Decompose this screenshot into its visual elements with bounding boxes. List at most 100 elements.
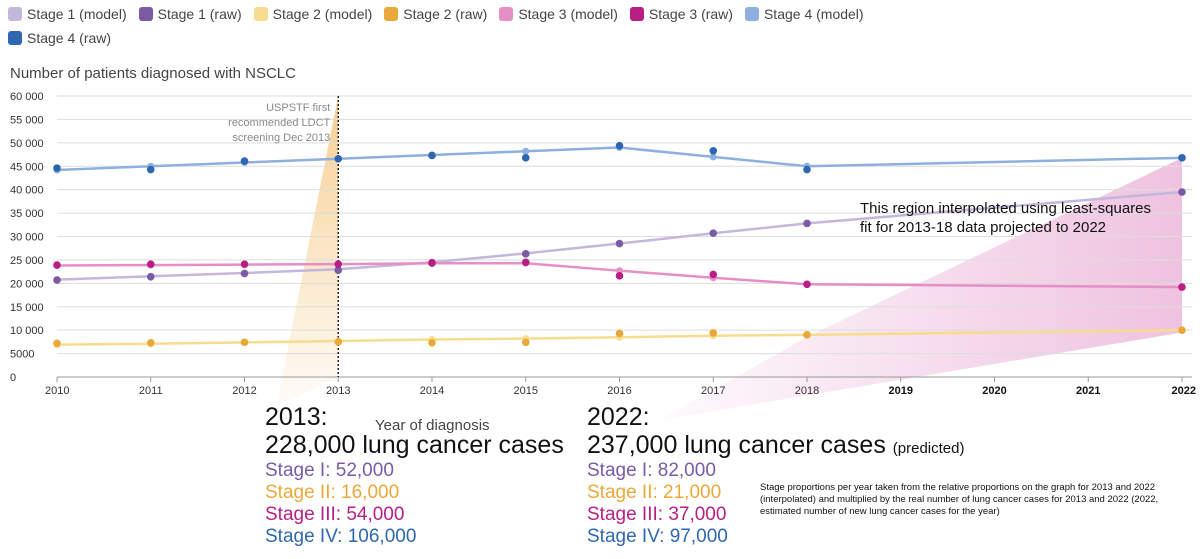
series-line <box>56 190 1183 281</box>
y-tick-label: 30 000 <box>10 232 44 244</box>
data-point[interactable] <box>428 339 436 347</box>
summary-2013-stages: Stage I: 52,000 Stage II: 16,000 Stage III… <box>265 461 564 546</box>
orange-wedge <box>276 96 339 407</box>
data-point[interactable] <box>615 329 624 338</box>
data-point[interactable] <box>709 270 718 279</box>
legend-swatch <box>384 7 399 21</box>
legend-item-6[interactable]: Stage 3 (raw) <box>629 4 733 24</box>
legend-label: Stage 2 (raw) <box>403 6 488 22</box>
y-tick-label: 10 000 <box>10 325 44 337</box>
x-tick-label: 2014 <box>420 385 444 397</box>
pink-wedge <box>660 157 1182 420</box>
summary-2013: 2013: 228,000 lung cancer cases Stage I:… <box>265 403 564 547</box>
region-note-line-1: This region interpolated using least-squ… <box>860 200 1151 217</box>
data-point[interactable] <box>803 219 811 228</box>
data-point[interactable] <box>1178 326 1186 334</box>
data-point[interactable] <box>334 338 343 346</box>
x-tick-label: 2012 <box>232 385 256 397</box>
data-point[interactable] <box>240 269 249 278</box>
legend-item-5[interactable]: Stage 3 (model) <box>499 4 618 24</box>
axes: 0 5000 10 000 15 000 20 000 25 000 30 000 35 00… <box>10 91 1196 397</box>
summary-2022-stages: Stage I: 82,000 Stage II: 21,000 Stage III… <box>587 461 964 546</box>
data-point[interactable] <box>146 165 155 174</box>
legend-swatch <box>629 7 644 21</box>
legend-swatch <box>744 7 759 21</box>
series-group <box>53 141 1186 349</box>
legend-label: Stage 4 (raw) <box>27 30 112 46</box>
data-point[interactable] <box>709 329 718 337</box>
x-tick-label: 2022 <box>1172 385 1196 397</box>
data-point[interactable] <box>709 229 718 238</box>
data-point[interactable] <box>521 250 530 258</box>
y-tick-label: 60 000 <box>10 91 44 103</box>
summary-2022-predicted: (predicted) <box>892 440 965 457</box>
summary-2022: 2022: 237,000 lung cancer cases (predict… <box>587 403 964 547</box>
summary-2013-year: 2013: <box>265 403 328 431</box>
data-point[interactable] <box>53 339 61 348</box>
data-point[interactable] <box>146 260 155 268</box>
x-tick-label: 2016 <box>607 385 631 397</box>
data-point[interactable] <box>803 280 811 289</box>
data-point[interactable] <box>521 338 530 347</box>
data-point[interactable] <box>240 260 249 268</box>
data-point[interactable] <box>803 331 811 339</box>
data-point[interactable] <box>334 260 343 268</box>
legend-item-3[interactable]: Stage 2 (model) <box>253 4 373 24</box>
x-tick-label: 2013 <box>326 385 350 397</box>
x-tick-label: 2011 <box>139 385 163 397</box>
legend-swatch <box>253 7 268 21</box>
summary-2022-stage-4: Stage IV: 97,000 <box>587 526 728 547</box>
legend-item-2[interactable]: Stage 1 (raw) <box>138 4 242 24</box>
y-tick-label: 5000 <box>10 349 34 361</box>
summary-2022-cases-row: 237,000 lung cancer cases (predicted) <box>587 433 964 458</box>
x-tick-label: 2010 <box>45 385 69 397</box>
data-point[interactable] <box>522 147 530 155</box>
legend-item-8[interactable]: Stage 4 (raw) <box>8 28 111 48</box>
data-point[interactable] <box>428 151 436 160</box>
data-point[interactable] <box>521 258 530 267</box>
data-point[interactable] <box>615 239 624 248</box>
legend-item-7[interactable]: Stage 4 (model) <box>744 4 864 24</box>
data-point[interactable] <box>615 272 624 280</box>
data-point[interactable] <box>803 165 811 174</box>
data-point[interactable] <box>709 153 717 161</box>
data-point[interactable] <box>146 339 155 347</box>
data-point[interactable] <box>1178 154 1186 162</box>
y-tick-label: 50 000 <box>10 138 44 150</box>
legend-swatch <box>8 31 22 45</box>
series-line <box>56 261 1183 289</box>
data-point[interactable] <box>240 338 249 347</box>
data-point[interactable] <box>615 141 624 150</box>
data-point[interactable] <box>521 154 530 162</box>
legend-item-1[interactable]: Stage 1 (model) <box>8 4 127 24</box>
data-point[interactable] <box>53 164 61 172</box>
legend-item-4[interactable]: Stage 2 (raw) <box>384 4 487 24</box>
summary-2013-stage-4: Stage IV: 106,000 <box>265 526 417 547</box>
legend-label: Stage 4 (model) <box>763 6 864 22</box>
data-point[interactable] <box>53 261 61 269</box>
region-note-line-2: fit for 2013-18 data projected to 2022 <box>860 219 1106 236</box>
data-point[interactable] <box>709 146 718 155</box>
data-point[interactable] <box>1178 283 1186 291</box>
legend-swatch <box>8 7 22 21</box>
data-point[interactable] <box>334 266 343 275</box>
x-tick-label: 2020 <box>982 385 1006 397</box>
legend-label: Stage 3 (model) <box>518 6 618 22</box>
series-stage-3-raw <box>53 258 1186 291</box>
uspstf-note-line-3: screening Dec 2013 <box>232 132 330 144</box>
data-point[interactable] <box>334 154 343 163</box>
chart-title: Number of patients diagnosed with NSCLC <box>10 65 296 82</box>
summary-2022-year: 2022: <box>587 403 650 431</box>
x-tick-label: 2015 <box>514 385 538 397</box>
data-point[interactable] <box>240 157 249 165</box>
data-point[interactable] <box>616 267 623 275</box>
y-tick-label: 25 000 <box>10 255 44 267</box>
data-point[interactable] <box>146 272 155 281</box>
legend-label: Stage 2 (model) <box>272 6 373 22</box>
data-point[interactable] <box>53 276 61 284</box>
data-point[interactable] <box>428 258 436 267</box>
data-point[interactable] <box>1178 188 1186 196</box>
highlight-wedges <box>276 96 1182 420</box>
x-tick-label: 2018 <box>795 385 819 397</box>
